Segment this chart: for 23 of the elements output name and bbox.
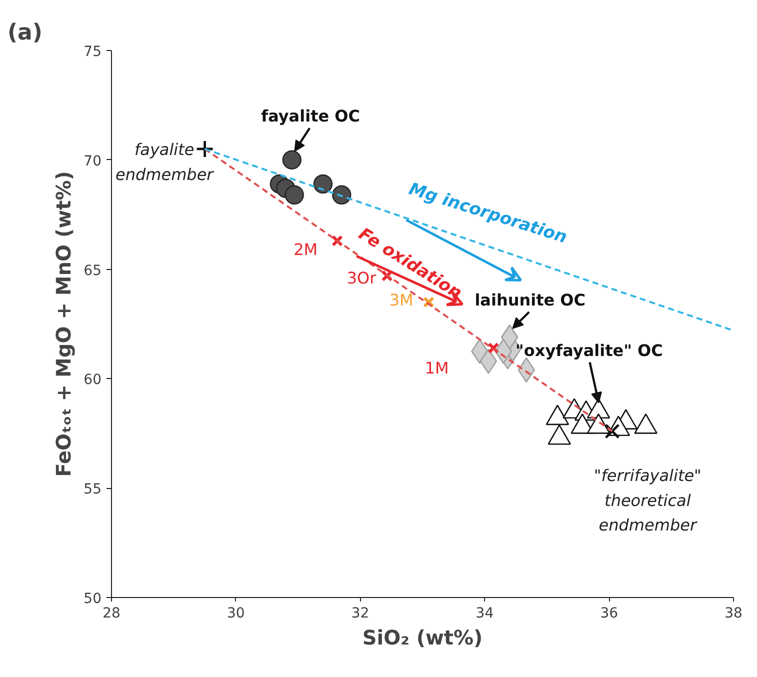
annotation: 3Or — [346, 268, 377, 288]
annotation: "ferrifayalite" theoretical endmember — [594, 466, 702, 535]
x-axis-title: SiO₂ (wt%) — [362, 626, 483, 650]
annotation: "oxyfayalite" OC — [516, 340, 663, 360]
x-tick-label: 36 — [600, 606, 618, 622]
x-tick-label: 38 — [724, 606, 742, 622]
y-tick-label: 75 — [84, 44, 102, 60]
y-tick-label: 70 — [84, 153, 102, 170]
y-tick-label: 60 — [84, 372, 102, 388]
x-tick-label: 30 — [226, 606, 245, 622]
x-tick-label: 34 — [476, 606, 494, 622]
chart-title: (a) — [8, 20, 42, 46]
y-tick-label: 50 — [84, 591, 102, 607]
x-tick-label: 28 — [102, 606, 120, 622]
x-tick-label: 32 — [351, 606, 370, 622]
annotation: 2M — [294, 240, 318, 260]
annotation: fayalite endmember — [116, 140, 215, 184]
y-tick-label: 65 — [84, 262, 102, 279]
annotation: 1M — [424, 358, 449, 378]
annotation: laihunite OC — [474, 290, 586, 310]
annotation: fayalite OC — [261, 106, 360, 126]
y-axis-title: FeOₜₒₜ + MgO + MnO (wt%) — [52, 171, 76, 477]
y-tick-label: 55 — [84, 482, 102, 498]
